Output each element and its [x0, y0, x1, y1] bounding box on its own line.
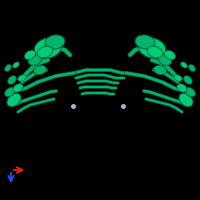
Ellipse shape	[135, 35, 155, 49]
Ellipse shape	[37, 46, 53, 58]
Ellipse shape	[18, 75, 26, 81]
Ellipse shape	[147, 46, 163, 58]
Ellipse shape	[164, 50, 176, 60]
Ellipse shape	[45, 35, 65, 49]
Ellipse shape	[28, 55, 42, 65]
Ellipse shape	[34, 38, 62, 58]
Ellipse shape	[13, 62, 19, 68]
Ellipse shape	[24, 50, 36, 60]
Ellipse shape	[181, 62, 187, 68]
Ellipse shape	[177, 84, 187, 92]
Ellipse shape	[13, 84, 23, 92]
Ellipse shape	[5, 87, 15, 97]
Ellipse shape	[179, 93, 193, 107]
Ellipse shape	[154, 65, 166, 75]
Ellipse shape	[189, 64, 195, 72]
Ellipse shape	[34, 65, 46, 75]
Ellipse shape	[5, 64, 11, 72]
Ellipse shape	[174, 75, 182, 81]
Ellipse shape	[185, 87, 195, 97]
Ellipse shape	[7, 93, 21, 107]
Ellipse shape	[158, 55, 172, 65]
Ellipse shape	[138, 38, 166, 58]
Ellipse shape	[184, 76, 192, 84]
Ellipse shape	[8, 76, 16, 84]
